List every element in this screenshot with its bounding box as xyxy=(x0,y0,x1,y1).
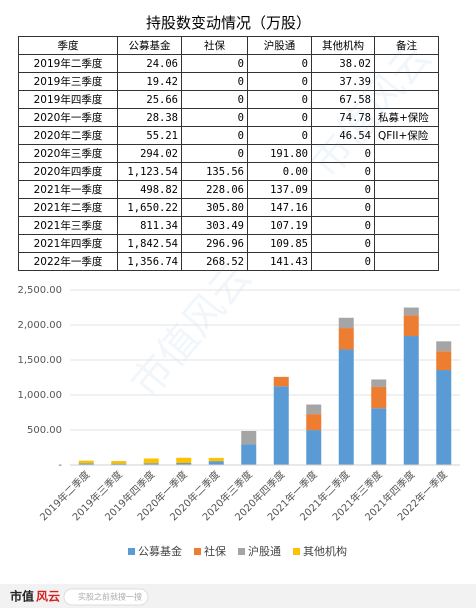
bar-segment xyxy=(306,414,322,431)
table-cell: 294.02 xyxy=(117,144,182,163)
bar-segment xyxy=(338,349,354,465)
table-cell: 811.34 xyxy=(117,216,182,235)
table-cell: 46.54 xyxy=(311,126,375,145)
bar-segment xyxy=(176,463,192,465)
table-cell: 备注 xyxy=(374,36,439,55)
bar-segment xyxy=(436,341,452,352)
legend-swatch xyxy=(238,548,245,555)
table-cell: 私募+保险 xyxy=(374,108,439,127)
bar-segment xyxy=(306,430,322,465)
y-tick-label: 2,000.00 xyxy=(17,320,62,331)
bar-segment xyxy=(371,408,387,465)
bar-segment xyxy=(208,461,224,465)
table-cell: QFII+保险 xyxy=(374,126,439,145)
y-tick-label: 1,000.00 xyxy=(17,390,62,401)
bar-segment xyxy=(273,376,289,387)
table-cell: 2021年三季度 xyxy=(18,216,118,235)
legend-label: 沪股通 xyxy=(248,544,281,558)
table-cell: 公募基金 xyxy=(117,36,182,55)
table-cell: 147.16 xyxy=(247,198,312,217)
table-cell: 135.56 xyxy=(181,162,248,181)
bar-segment xyxy=(176,457,192,464)
legend-label: 社保 xyxy=(204,544,226,558)
table-row: 2020年二季度 55.21 0 0 46.54 QFII+保险 xyxy=(18,126,439,145)
bar-segment xyxy=(436,351,452,371)
bar-segment xyxy=(306,404,322,415)
table-row: 2020年一季度 28.38 0 0 74.78 私募+保险 xyxy=(18,108,439,127)
table-cell: 296.96 xyxy=(181,234,248,253)
bar-segment xyxy=(241,430,257,445)
bar-segment xyxy=(208,457,224,462)
legend-swatch xyxy=(293,548,300,555)
bar-segment xyxy=(111,461,127,464)
table-cell: 24.06 xyxy=(117,54,182,73)
table-title: 持股数变动情况（万股） xyxy=(145,14,311,32)
bar-segment xyxy=(371,386,387,409)
holdings-table: 持股数变动情况（万股） 季度 公募基金 社保 沪股通 其他机构 备注 2019年二季度 24.… xyxy=(18,12,439,271)
legend-swatch xyxy=(128,548,135,555)
table-cell: 141.43 xyxy=(247,252,312,271)
watermark: 市值风云 xyxy=(302,34,440,186)
y-tick-label: 500.00 xyxy=(27,425,62,436)
bar-segment xyxy=(78,460,94,464)
bar-segment xyxy=(78,463,94,465)
legend-label: 公募基金 xyxy=(138,544,182,558)
bar-segment xyxy=(403,315,419,337)
table-cell: 228.06 xyxy=(181,180,248,199)
bar-segment xyxy=(436,370,452,465)
bar-segment xyxy=(338,317,354,329)
bar-segment xyxy=(273,386,289,465)
bar-segment xyxy=(241,444,257,465)
table-cell: 2022年一季度 xyxy=(18,252,118,271)
table-row: 2020年四季度 1,123.54 135.56 0.00 0 xyxy=(18,162,439,181)
legend-swatch xyxy=(194,548,201,555)
legend-label: 其他机构 xyxy=(303,544,347,558)
bar-segment xyxy=(403,307,419,316)
bar-segment xyxy=(143,463,159,465)
table-cell: 2021年一季度 xyxy=(18,180,118,199)
table-cell xyxy=(374,252,439,271)
table-row: 2022年一季度 1,356.74 268.52 141.43 0 xyxy=(18,252,439,271)
table-cell: 1,650.22 xyxy=(117,198,182,217)
y-tick-label: 1,500.00 xyxy=(17,355,62,366)
table-row: 2019年四季度 25.66 0 0 67.58 xyxy=(18,90,439,109)
search-placeholder[interactable]: 实股之前就搜一搜 xyxy=(78,592,142,602)
bar-segment xyxy=(143,458,159,464)
bar-segment xyxy=(403,336,419,465)
y-tick-label: - xyxy=(58,460,62,471)
bar-segment xyxy=(371,379,387,387)
table-row: 2021年四季度 1,842.54 296.96 109.85 0 xyxy=(18,234,439,253)
watermark: 市值风云 xyxy=(122,254,260,406)
table-cell: 268.52 xyxy=(181,252,248,271)
search-box[interactable] xyxy=(63,588,149,606)
bar-segment xyxy=(338,328,354,350)
footer-logo-mark: 风云 xyxy=(36,590,60,604)
table-row: 季度 公募基金 社保 沪股通 其他机构 备注 xyxy=(18,36,439,55)
table-cell: 107.19 xyxy=(247,216,312,235)
table-cell: 1,356.74 xyxy=(117,252,182,271)
bar-segment xyxy=(111,463,127,465)
footer-logo: 市值 xyxy=(10,589,34,604)
y-tick-label: 2,500.00 xyxy=(17,285,62,296)
